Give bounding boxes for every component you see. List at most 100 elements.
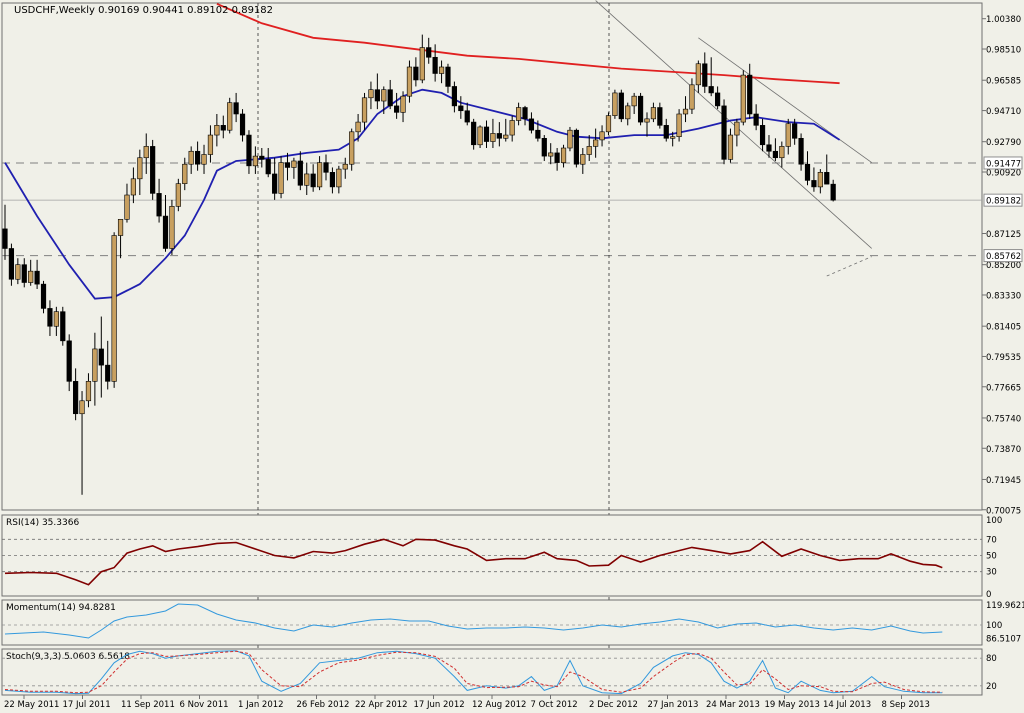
candle-body [753,113,759,126]
candle-body [496,133,502,139]
candle-body [804,163,811,181]
candle-body [316,162,323,188]
candle-body [143,146,149,159]
candle-body [759,125,766,146]
time-tick-label: 12 Aug 2012 [472,700,526,710]
candle-body [40,283,47,309]
candle-body [162,215,169,249]
candle-body [637,95,644,123]
time-axis: 22 May 2011 17 Jul 2011 11 Sep 2011 6 Nov 2… [4,695,930,710]
candle-body [413,66,419,81]
current-price-box [983,193,1023,207]
candle-body [464,110,470,123]
time-tick-label: 6 Nov 2011 [180,700,229,710]
indicator-tick-label: 100 [986,516,1002,526]
indicator-tick-label: 30 [986,568,997,578]
price-tick-label: 0.85200 [986,261,1021,271]
candle-body [73,381,79,415]
candle-body [657,107,663,126]
candle-body [47,308,53,327]
price-tick-label: 0.94710 [986,107,1021,117]
candle-body [368,89,374,99]
candle-body [394,105,400,113]
candle-body [477,126,483,146]
candle-body [766,144,772,152]
price-tick-label: 0.90920 [986,169,1021,179]
price-tick-label: 0.96585 [986,77,1021,87]
candle-body [278,162,284,194]
price-tick-label: 0.92790 [986,138,1021,148]
candle-body [201,154,207,165]
time-tick-label: 7 Oct 2012 [531,700,578,710]
price-tick-label: 0.87125 [986,230,1021,240]
candle-body [79,400,85,415]
candle-body [66,340,72,382]
candle-body [573,129,579,165]
candle-body [458,105,464,112]
candle-body [567,129,573,149]
candle-body [188,150,194,165]
candle-body [785,123,791,147]
time-tick-label: 22 May 2011 [4,700,59,710]
candle-body [175,183,181,207]
moving-average-line [216,2,840,85]
candle-body [137,157,143,180]
trend-line [595,0,872,249]
candle-body [227,102,233,131]
candle-body [734,121,740,136]
candle-body [60,311,66,342]
candle-body [682,108,689,115]
candle-body [708,86,714,94]
price-tick-label: 0.79535 [986,353,1021,363]
time-tick-label: 17 Jun 2012 [414,700,465,710]
candle-body [445,66,451,87]
candle-body [381,89,387,102]
candle-body [400,95,406,113]
price-tick-label: 0.71945 [986,476,1021,486]
candle-body [727,134,734,160]
candle-body [2,228,8,249]
candle-body [779,146,785,159]
time-tick-label: 22 Apr 2012 [355,700,408,710]
candle-body [207,134,214,155]
time-tick-label: 14 Jul 2013 [823,700,871,710]
price-tick-label: 0.73870 [986,445,1021,455]
indicator-tick-label: 86.5107 [986,634,1021,644]
candle-body [586,146,592,155]
candle-body [541,137,547,157]
candle-body [503,134,509,139]
indicator-line [4,603,943,639]
candle-body [34,270,40,285]
candle-body [798,137,804,165]
candle-body [438,66,445,74]
candle-body [323,162,329,173]
candle-body [695,63,701,86]
candle-body [92,348,98,382]
candle-body [252,155,258,167]
time-tick-label: 26 Feb 2012 [297,700,350,710]
candle-body [239,113,246,136]
candle-body [259,155,265,160]
current-price-label: 0.89182 [986,197,1021,207]
price-tick-label: 0.98510 [986,46,1021,56]
candle-body [625,105,631,120]
level-marker-box [983,156,1023,170]
indicator-tick-label: 70 [986,535,997,545]
candle-body [130,178,137,196]
candle-body [53,311,59,327]
candle-body [336,168,342,188]
candle-body [387,89,393,107]
candle-body [426,47,432,58]
candle-body [28,270,34,283]
candle-body [272,173,278,194]
candle-body [631,95,637,107]
candle-body [220,125,226,131]
candle-body [471,121,477,146]
candle-body [593,139,599,147]
indicator-tick-label: 0 [986,590,991,600]
candle-body [689,84,695,110]
candle-body [451,86,458,107]
candle-body [676,113,682,137]
indicator-tick-label: 50 [986,552,997,562]
